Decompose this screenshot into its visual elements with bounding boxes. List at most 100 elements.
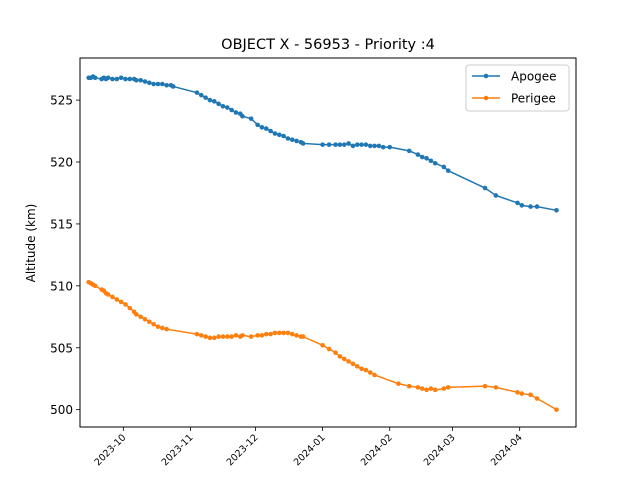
- data-point-apogee: [432, 160, 438, 166]
- data-point-apogee: [428, 158, 434, 164]
- legend-item-apogee: Apogee: [472, 70, 557, 84]
- series-apogee: [86, 74, 559, 213]
- data-point-perigee: [118, 299, 124, 305]
- data-point-perigee: [363, 367, 369, 373]
- data-point-apogee: [268, 128, 273, 134]
- data-point-perigee: [224, 334, 230, 339]
- data-point-apogee: [333, 142, 338, 147]
- legend-marker: [483, 73, 489, 79]
- data-point-apogee: [554, 208, 559, 213]
- data-point-perigee: [534, 396, 540, 401]
- data-point-apogee: [164, 82, 169, 88]
- data-point-apogee: [194, 90, 200, 95]
- data-point-apogee: [255, 122, 260, 128]
- data-point-perigee: [341, 356, 347, 362]
- data-point-apogee: [534, 204, 540, 209]
- data-point-perigee: [320, 342, 325, 348]
- y-tick-label: 525: [50, 94, 73, 108]
- y-tick-label: 505: [50, 341, 73, 355]
- data-point-apogee: [155, 81, 161, 87]
- data-point-apogee: [337, 142, 343, 147]
- y-tick-label: 515: [50, 217, 73, 231]
- data-point-perigee: [424, 387, 429, 393]
- data-point-apogee: [372, 143, 377, 149]
- data-point-apogee: [515, 200, 520, 206]
- y-axis-label: Altitude (km): [24, 204, 38, 283]
- data-point-apogee: [151, 81, 156, 87]
- data-point-perigee: [359, 366, 364, 372]
- plot-frame: [79, 57, 577, 428]
- data-point-apogee: [248, 116, 254, 121]
- data-point-apogee: [482, 185, 488, 191]
- data-point-apogee: [220, 103, 226, 109]
- data-point-perigee: [220, 334, 226, 339]
- data-point-perigee: [263, 331, 269, 337]
- data-point-perigee: [428, 386, 434, 391]
- data-point-perigee: [406, 383, 412, 389]
- data-point-perigee: [229, 334, 234, 339]
- data-point-apogee: [289, 137, 295, 143]
- data-point-apogee: [493, 193, 499, 198]
- data-point-apogee: [138, 77, 143, 83]
- data-point-perigee: [337, 354, 343, 359]
- data-point-perigee: [333, 350, 338, 356]
- data-point-perigee: [415, 385, 421, 390]
- data-point-apogee: [142, 79, 148, 84]
- data-point-apogee: [406, 148, 412, 154]
- data-point-apogee: [272, 131, 278, 136]
- data-point-perigee: [134, 312, 139, 317]
- data-point-perigee: [240, 333, 245, 338]
- data-point-apogee: [229, 107, 234, 113]
- data-point-perigee: [105, 292, 111, 297]
- data-point-perigee: [127, 305, 133, 311]
- data-point-apogee: [170, 84, 176, 89]
- data-point-apogee: [110, 76, 115, 82]
- legend: Apogee Perigee: [465, 64, 570, 112]
- data-point-apogee: [224, 105, 230, 110]
- y-tick-label: 510: [50, 279, 73, 293]
- data-point-perigee: [441, 386, 447, 391]
- data-point-apogee: [519, 203, 525, 208]
- data-point-apogee: [294, 138, 299, 144]
- data-point-perigee: [92, 283, 98, 289]
- data-point-perigee: [194, 331, 200, 337]
- legend-item-perigee: Perigee: [472, 92, 556, 106]
- data-point-apogee: [359, 142, 364, 147]
- data-point-perigee: [160, 325, 165, 331]
- data-point-apogee: [441, 164, 447, 170]
- data-point-perigee: [276, 330, 282, 336]
- plot-area: [86, 74, 559, 412]
- data-point-apogee: [203, 95, 208, 100]
- data-point-apogee: [276, 132, 282, 138]
- data-point-apogee: [350, 143, 356, 149]
- data-point-apogee: [259, 125, 265, 130]
- data-point-perigee: [300, 334, 306, 339]
- data-point-apogee: [445, 168, 451, 173]
- data-point-perigee: [367, 370, 373, 375]
- data-point-apogee: [105, 75, 111, 81]
- data-point-perigee: [248, 334, 254, 339]
- data-point-perigee: [346, 359, 351, 364]
- data-point-apogee: [147, 80, 152, 86]
- data-point-perigee: [515, 390, 520, 395]
- data-point-perigee: [432, 387, 438, 393]
- data-point-apogee: [134, 77, 139, 83]
- data-point-apogee: [281, 133, 286, 139]
- data-point-perigee: [482, 383, 488, 389]
- data-point-apogee: [320, 142, 325, 147]
- data-point-perigee: [326, 346, 332, 352]
- data-point-perigee: [289, 331, 295, 337]
- data-point-perigee: [207, 335, 213, 341]
- data-point-perigee: [445, 385, 451, 390]
- data-point-perigee: [396, 381, 401, 386]
- data-point-perigee: [281, 330, 286, 336]
- data-point-apogee: [424, 156, 429, 161]
- data-point-perigee: [216, 334, 221, 339]
- chart-title: OBJECT X - 56953 - Priority :4: [221, 37, 435, 53]
- data-point-apogee: [263, 126, 269, 131]
- data-point-apogee: [240, 113, 245, 119]
- data-point-perigee: [233, 333, 239, 338]
- data-point-perigee: [554, 407, 559, 412]
- data-point-apogee: [363, 142, 369, 147]
